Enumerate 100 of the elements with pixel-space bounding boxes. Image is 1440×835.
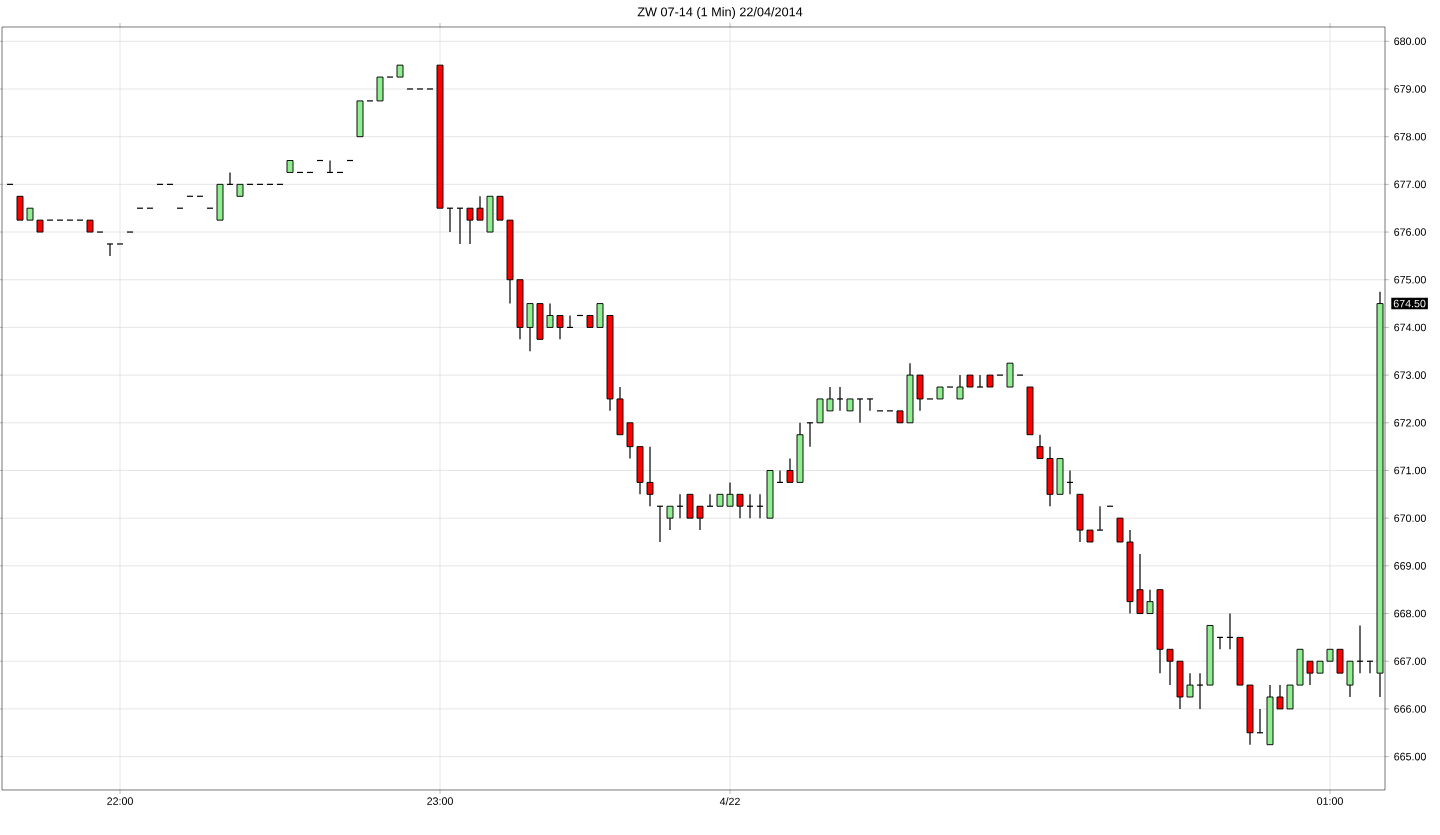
candlestick [1186,672,1194,698]
y-tick-label: 676.00 [1394,228,1426,236]
candlestick [966,374,974,388]
candlestick [1276,684,1284,710]
candlestick [956,374,964,400]
candlestick [1036,434,1044,460]
x-tick-label: 23:00 [427,797,453,805]
candlestick [1346,660,1354,698]
candlestick [236,183,244,197]
candlestick [596,303,604,328]
candlestick [1086,529,1094,543]
candlestick [1166,648,1174,686]
candlestick [486,195,494,233]
candlestick [736,493,744,519]
candlestick [976,374,984,388]
candlestick [766,470,774,519]
x-tick-label: 4/22 [719,797,740,806]
y-tick-label: 669.00 [1394,562,1426,570]
candlestick [546,302,554,328]
candlestick [286,160,294,173]
candlestick [1196,672,1204,710]
candlestick [986,374,994,388]
candlestick [356,100,364,138]
y-tick-label: 667.00 [1394,657,1426,666]
candlestick [1296,648,1304,686]
text: 674.50 [1393,299,1426,308]
candlestick [1136,553,1144,615]
candlestick [696,505,704,531]
candlestick [1056,458,1064,495]
y-tick-label: 670.00 [1394,514,1426,522]
candlestick [1096,505,1104,531]
y-tick-label: 679.00 [1394,85,1426,93]
candlestick [436,64,444,209]
y-tick-label: 672.00 [1394,419,1426,427]
chart-title: ZW 07-14 (1 Min) 22/04/2014 [637,7,803,19]
candlestick [716,493,724,507]
candlestick [896,410,904,424]
candlestick [826,386,834,412]
candlestick [1146,589,1154,615]
candlestick [1126,529,1134,615]
candlestick [476,195,484,221]
candlestick [846,398,854,412]
candlestick [616,386,624,436]
y-tick-label: 666.00 [1394,705,1426,713]
candlestick [1176,660,1184,710]
y-tick-label: 671.00 [1394,466,1426,475]
y-tick-label: 677.00 [1394,180,1426,189]
candlestick [16,195,24,221]
candlestick [216,183,224,221]
x-tick-label: 22:00 [107,797,133,805]
y-tick-label: 673.00 [1394,371,1426,379]
candlestick [646,446,654,507]
y-tick-label: 668.00 [1394,609,1426,618]
candlestick [396,64,404,78]
y-tick-label: 675.00 [1394,275,1426,284]
y-tick-label: 678.00 [1394,132,1426,141]
candlestick [1306,660,1314,686]
candlestick [1026,386,1034,436]
candlestick [606,315,614,412]
candlestick [506,219,514,305]
y-tick-label: 674.00 [1394,323,1426,332]
candlestick [1116,517,1124,543]
candlestick [106,243,114,257]
candlestick [376,76,384,102]
candlestick [1336,648,1344,674]
candlestick [466,207,474,245]
candlestick [1156,589,1164,674]
candlestick [1286,684,1294,710]
candlestick [796,422,804,483]
candlestick [936,386,944,400]
candlestick [906,362,914,424]
candlestick [496,195,504,221]
candlestick [36,219,44,233]
candlestick [866,398,874,412]
candlestick [916,374,924,412]
candlestick [1326,648,1334,662]
candlestick [686,493,694,519]
candlestick [1006,362,1014,388]
candlestick [86,219,94,233]
candlestick [816,398,824,424]
candlestick [1046,446,1054,507]
candlestick [586,315,594,328]
candlestick [856,398,864,424]
candlestick [1236,636,1244,686]
candlestick [536,303,544,340]
candlestick [836,386,844,412]
candlestick [1266,684,1274,746]
x-tick-label: 01:00 [1317,797,1343,805]
candlestick [786,457,794,483]
candlestick [1076,493,1084,543]
y-tick-label: 665.00 [1394,752,1426,761]
candlestick [636,446,644,495]
candlestick [516,279,524,340]
candlestick [1316,660,1324,674]
candlestick [1246,684,1254,746]
y-tick-label: 680.00 [1394,37,1426,46]
candlestick [626,422,634,460]
candlestick [666,505,674,531]
candlestick [1206,625,1214,686]
candlestick [26,207,34,221]
